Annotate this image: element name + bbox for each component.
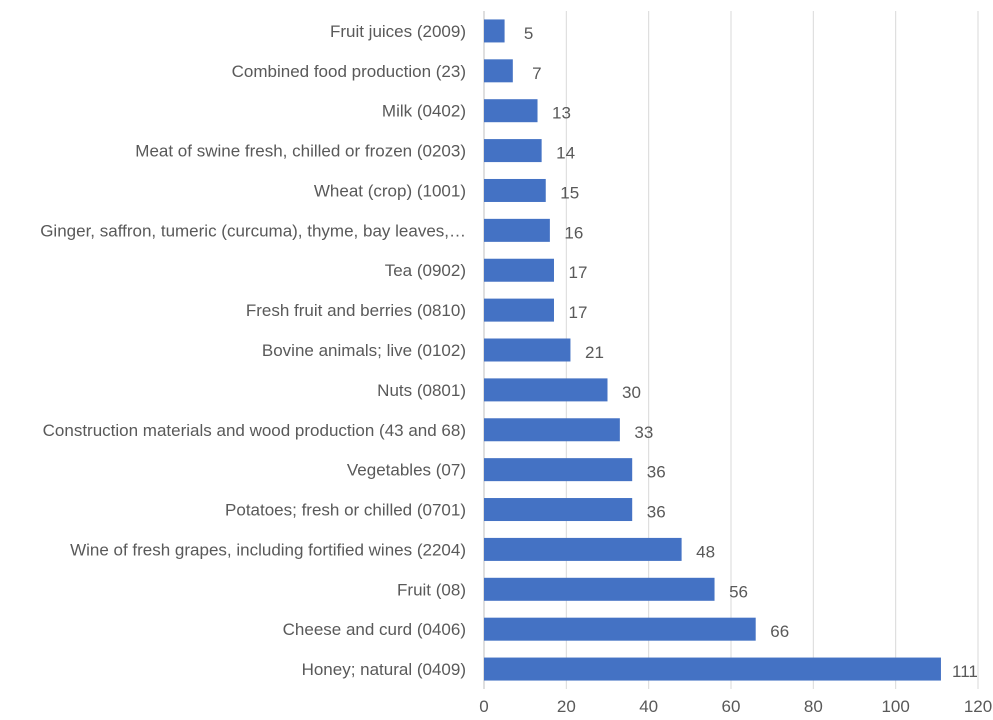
category-label: Ginger, saffron, tumeric (curcuma), thym… [40, 221, 466, 240]
category-label: Combined food production (23) [232, 62, 466, 81]
value-label: 66 [770, 622, 789, 641]
value-label: 30 [622, 383, 641, 402]
category-labels: Fruit juices (2009) Combined food product… [40, 22, 466, 679]
x-tick-label: 100 [881, 697, 909, 716]
category-label: Wheat (crop) (1001) [314, 181, 466, 200]
value-label: 111 [952, 662, 978, 681]
bar [484, 498, 633, 522]
value-label: 36 [647, 463, 666, 482]
category-label: Honey; natural (0409) [302, 660, 466, 679]
bar [484, 338, 571, 362]
value-labels: 5 7 13 14 15 16 17 17 21 30 33 36 36 48 56 66 111 [524, 24, 978, 681]
bar [484, 218, 550, 242]
bars [484, 19, 941, 681]
x-tick-label: 20 [557, 697, 576, 716]
bar [484, 418, 620, 442]
category-label: Construction materials and wood producti… [43, 421, 466, 440]
x-tick-label: 60 [722, 697, 741, 716]
category-label: Cheese and curd (0406) [283, 620, 466, 639]
category-label: Fresh fruit and berries (0810) [246, 301, 466, 320]
category-label: Fruit juices (2009) [330, 22, 466, 41]
category-label: Fruit (08) [397, 580, 466, 599]
x-tick-label: 40 [639, 697, 658, 716]
bar [484, 59, 513, 83]
x-tick-label: 80 [804, 697, 823, 716]
category-label: Meat of swine fresh, chilled or frozen (… [135, 142, 466, 161]
value-label: 5 [524, 24, 533, 43]
value-label: 13 [552, 104, 571, 123]
category-label: Bovine animals; live (0102) [262, 341, 466, 360]
value-label: 33 [634, 423, 653, 442]
value-label: 17 [569, 263, 588, 282]
x-axis-ticks: 0 20 40 60 80 100 120 [479, 697, 992, 716]
value-label: 15 [560, 183, 579, 202]
value-label: 16 [564, 223, 583, 242]
bar [484, 657, 941, 681]
bar [484, 458, 633, 482]
x-tick-label: 120 [964, 697, 992, 716]
bar [484, 99, 538, 123]
value-label: 56 [729, 582, 748, 601]
category-label: Wine of fresh grapes, including fortifie… [70, 540, 466, 559]
category-label: Potatoes; fresh or chilled (0701) [225, 501, 466, 520]
x-tick-label: 0 [479, 697, 488, 716]
value-label: 14 [556, 144, 575, 163]
bar [484, 178, 546, 202]
value-label: 7 [532, 64, 541, 83]
bar [484, 139, 542, 163]
value-label: 36 [647, 503, 666, 522]
bar [484, 378, 608, 402]
category-label: Nuts (0801) [377, 381, 466, 400]
value-label: 17 [569, 303, 588, 322]
bar [484, 298, 554, 322]
category-label: Vegetables (07) [347, 461, 466, 480]
bar [484, 537, 682, 561]
bar [484, 19, 505, 43]
bar [484, 617, 756, 641]
grid-lines [483, 11, 979, 689]
bar [484, 258, 554, 282]
category-label: Milk (0402) [382, 102, 466, 121]
category-label: Tea (0902) [385, 261, 466, 280]
value-label: 21 [585, 343, 604, 362]
value-label: 48 [696, 542, 715, 561]
bar [484, 577, 715, 601]
